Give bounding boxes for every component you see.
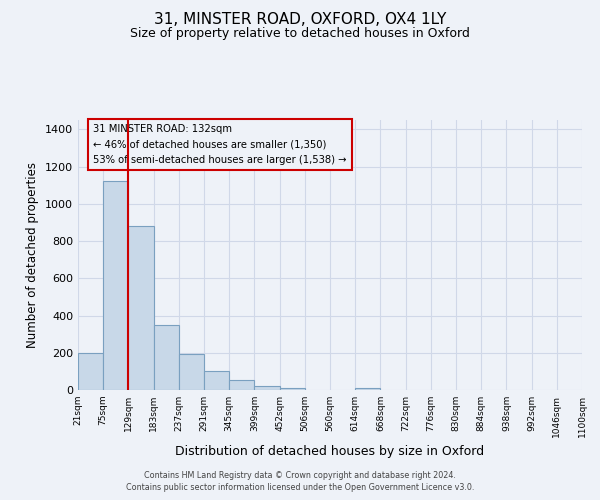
Bar [254, 386, 280, 390]
Text: 31 MINSTER ROAD: 132sqm
← 46% of detached houses are smaller (1,350)
53% of semi: 31 MINSTER ROAD: 132sqm ← 46% of detache… [93, 124, 347, 165]
Bar [355, 388, 380, 390]
Bar [229, 380, 254, 390]
Bar [78, 353, 103, 390]
Text: 31, MINSTER ROAD, OXFORD, OX4 1LY: 31, MINSTER ROAD, OXFORD, OX4 1LY [154, 12, 446, 28]
Text: Size of property relative to detached houses in Oxford: Size of property relative to detached ho… [130, 28, 470, 40]
Y-axis label: Number of detached properties: Number of detached properties [26, 162, 40, 348]
X-axis label: Distribution of detached houses by size in Oxford: Distribution of detached houses by size … [175, 446, 485, 458]
Bar [280, 388, 305, 390]
Bar [179, 354, 204, 390]
Text: Contains HM Land Registry data © Crown copyright and database right 2024.
Contai: Contains HM Land Registry data © Crown c… [126, 471, 474, 492]
Bar [103, 182, 128, 390]
Bar [154, 325, 179, 390]
Bar [128, 226, 154, 390]
Bar [204, 372, 229, 390]
